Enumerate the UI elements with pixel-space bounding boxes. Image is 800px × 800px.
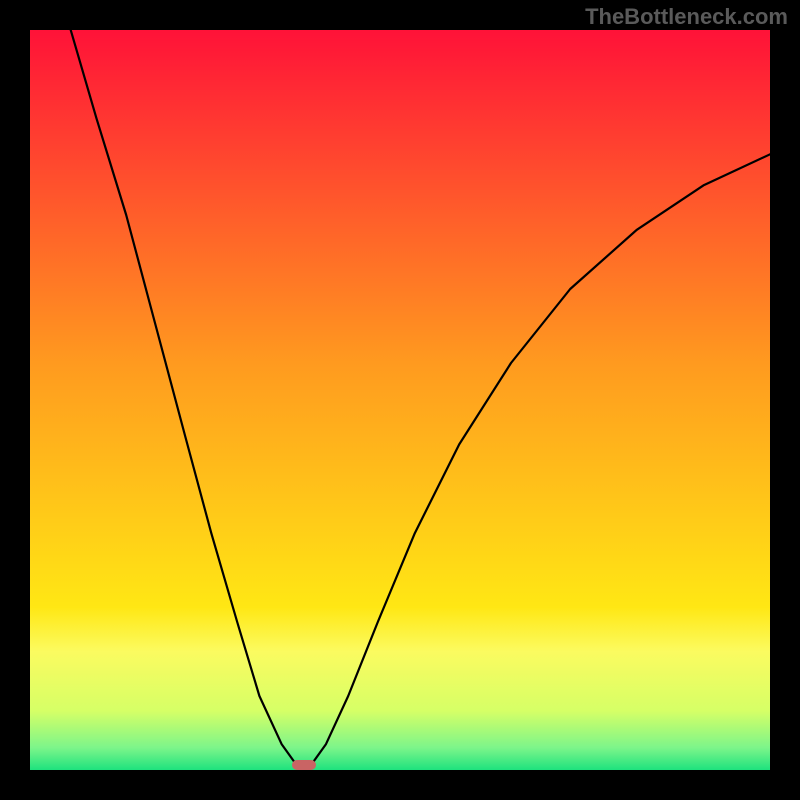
curve-left-branch xyxy=(71,30,297,765)
watermark-text: TheBottleneck.com xyxy=(585,4,788,30)
chart-plot-area xyxy=(30,30,770,770)
minimum-marker xyxy=(292,760,316,770)
curve-svg xyxy=(30,30,770,770)
curve-right-branch xyxy=(311,154,770,765)
